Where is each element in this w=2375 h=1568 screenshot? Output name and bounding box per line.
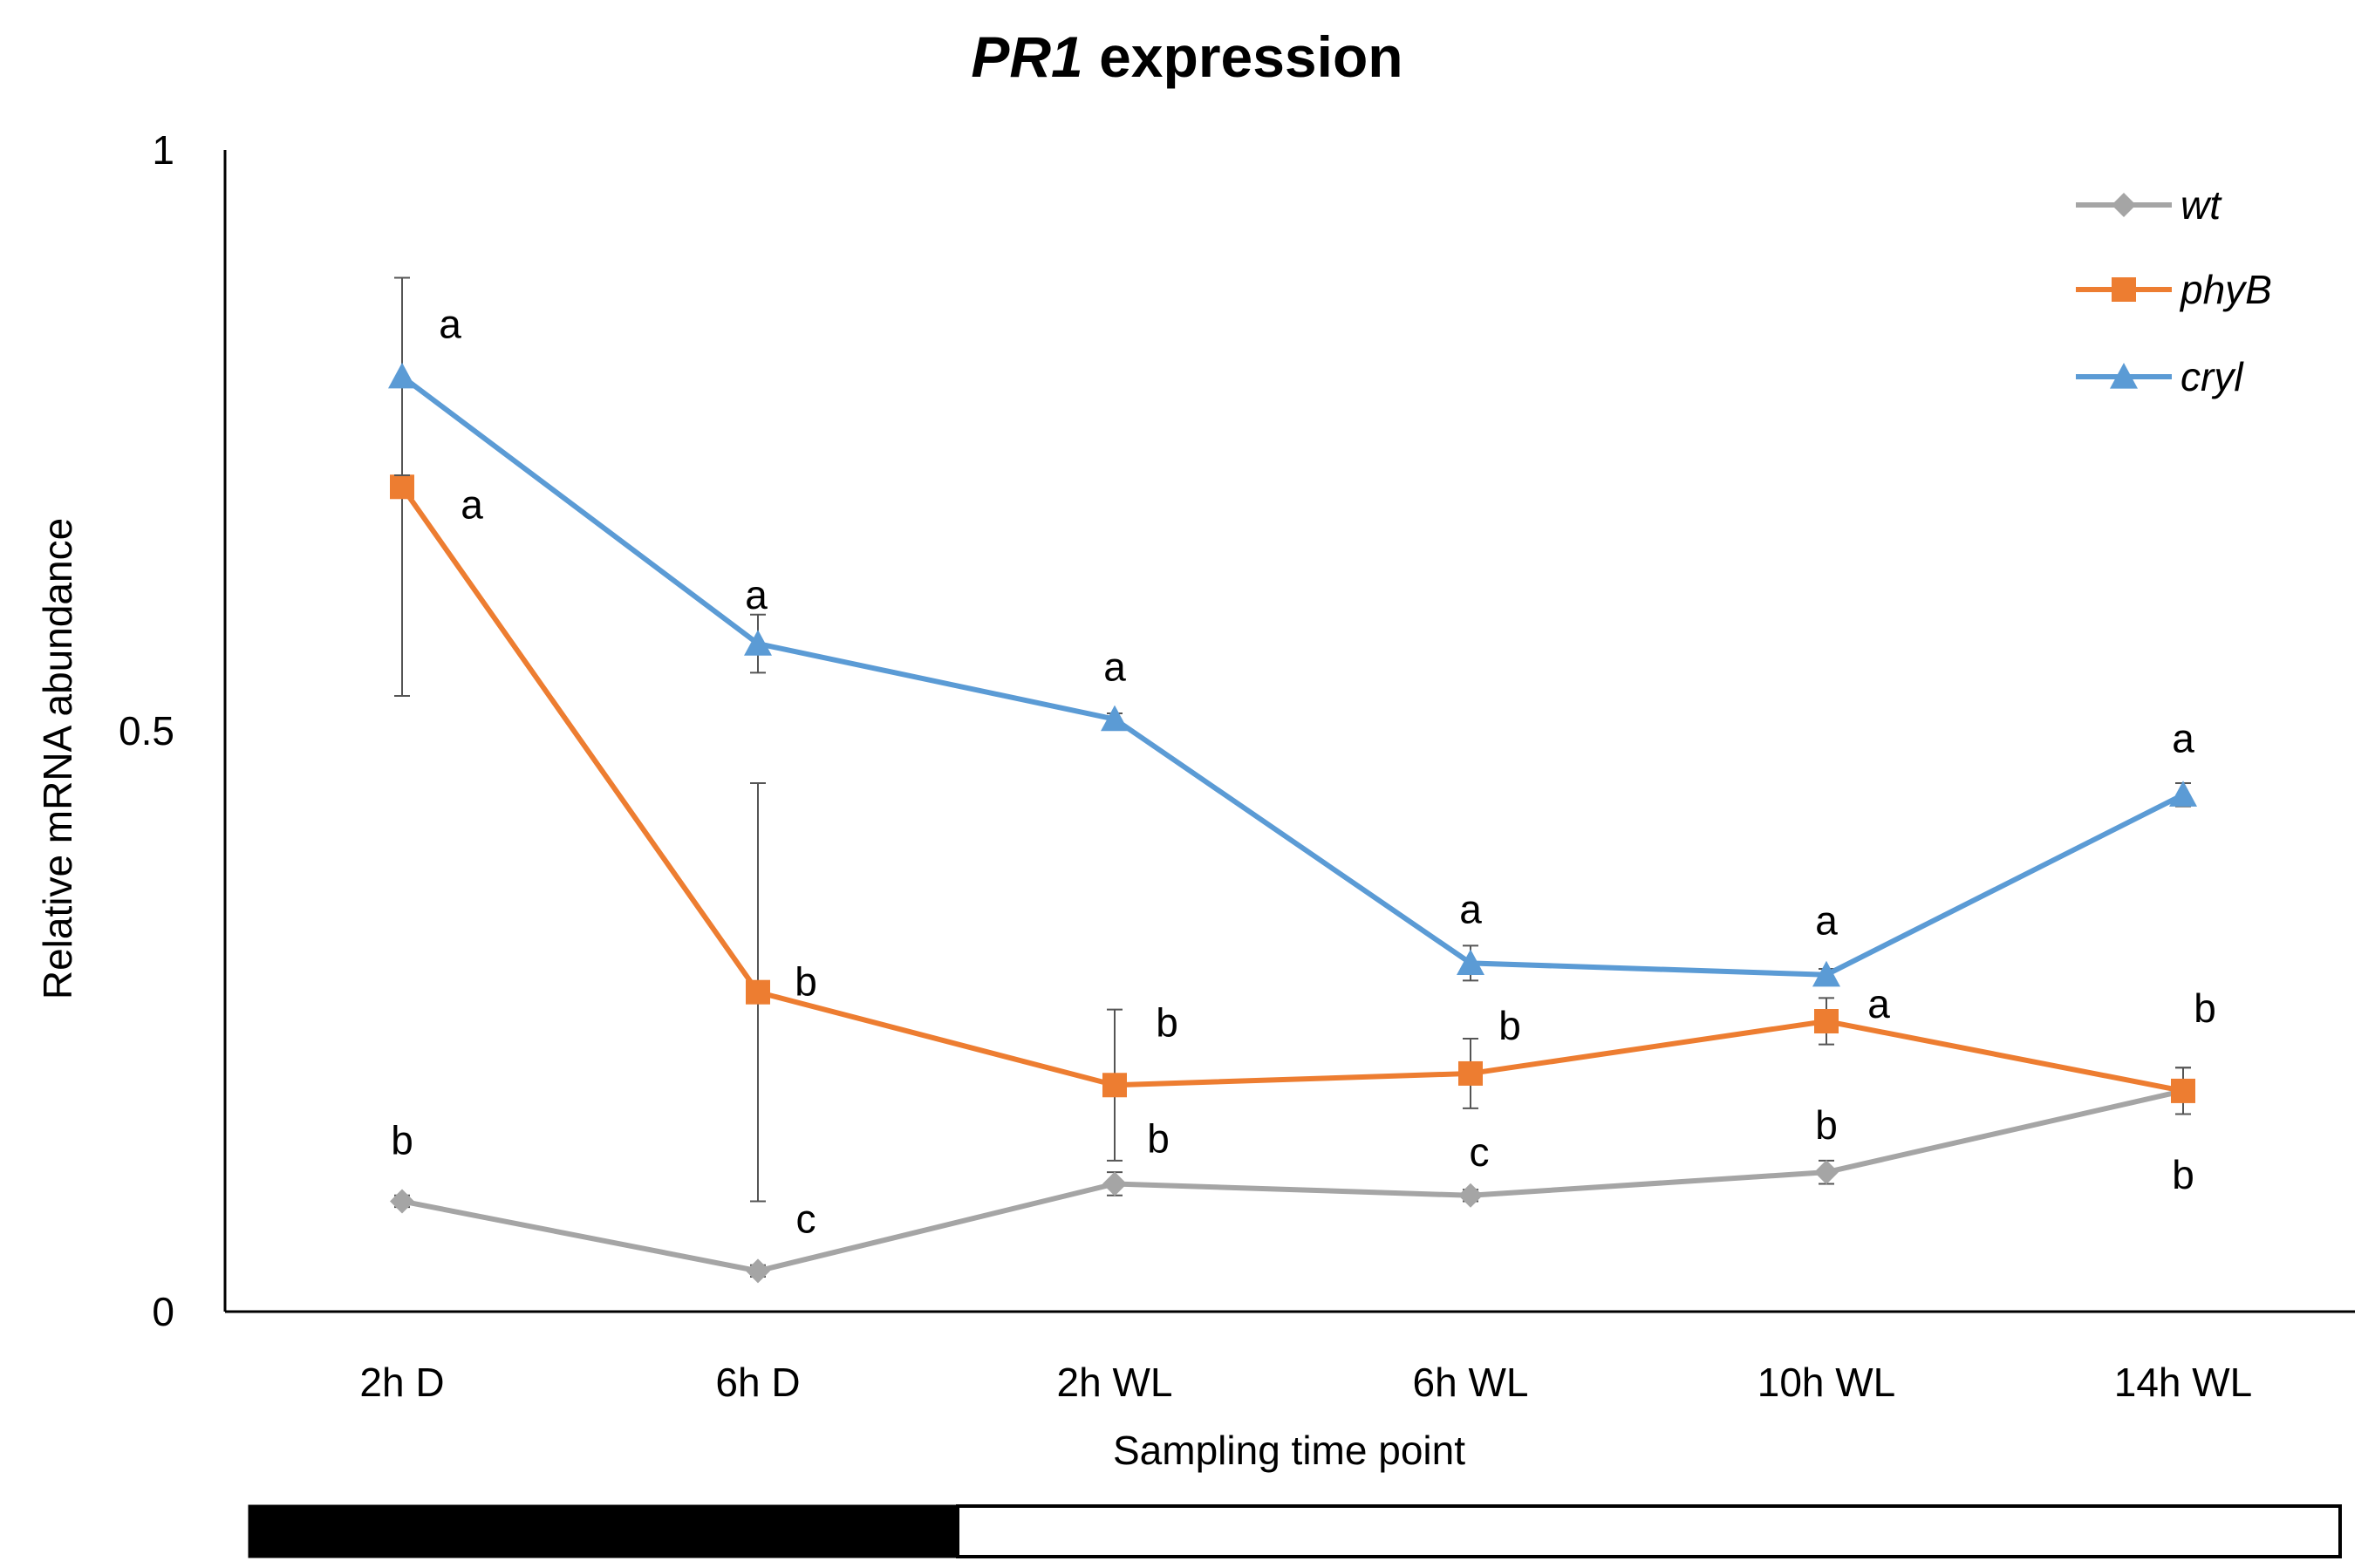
series-line — [399, 485, 2184, 1094]
legend-label: wt — [2180, 182, 2222, 228]
significance-letter: a — [461, 481, 483, 527]
data-point-square — [2171, 1078, 2195, 1103]
significance-letter: a — [1815, 898, 1838, 944]
significance-letter: a — [439, 302, 461, 347]
data-point-square — [390, 474, 414, 500]
data-point-diamond — [1102, 1171, 1127, 1196]
x-tick-label: 6h WL — [1413, 1360, 1529, 1405]
x-tick-label: 6h D — [715, 1360, 800, 1405]
light-dark-bar — [248, 1504, 2342, 1558]
data-point-square — [746, 979, 770, 1005]
significance-letter: a — [745, 572, 768, 617]
significance-letter: c — [1470, 1129, 1490, 1175]
dark-period-bar — [248, 1504, 959, 1558]
data-point-diamond — [746, 1258, 770, 1284]
x-tick-label: 2h WL — [1057, 1360, 1173, 1405]
data-point-square — [1458, 1060, 1483, 1086]
significance-letter: b — [1156, 999, 1178, 1045]
significance-letter: b — [1815, 1102, 1838, 1148]
data-point-diamond — [2112, 193, 2136, 217]
significance-letter: b — [2172, 1152, 2194, 1197]
significance-letter: a — [2172, 715, 2194, 760]
data-point-triangle — [744, 630, 772, 656]
legend-item-phyB: phyB — [2076, 267, 2272, 312]
data-point-triangle — [2110, 363, 2138, 389]
chart-title-gene: PR1 — [971, 24, 1082, 89]
data-point-diamond — [1814, 1160, 1839, 1185]
series-line — [401, 1087, 2184, 1274]
data-point-triangle — [1101, 705, 1129, 732]
y-tick-label: 1 — [152, 127, 174, 173]
light-period-bar — [956, 1504, 2342, 1558]
significance-letter: a — [1867, 981, 1890, 1026]
significance-letter: b — [391, 1117, 413, 1162]
chart-title-rest: expression — [1083, 24, 1403, 89]
y-tick-label: 0 — [152, 1289, 174, 1334]
legend: wt phyB cryl — [2076, 182, 2272, 399]
legend-label: phyB — [2179, 267, 2272, 312]
series-cryl — [388, 276, 2197, 987]
series-wt — [390, 1067, 2195, 1284]
significance-letter: a — [1103, 644, 1126, 690]
legend-item-wt: wt — [2076, 182, 2222, 228]
data-point-diamond — [390, 1189, 414, 1214]
significance-letter: c — [796, 1196, 816, 1241]
data-point-square — [1102, 1073, 1127, 1098]
significance-letter: a — [1459, 886, 1482, 931]
legend-label: cryl — [2180, 354, 2244, 399]
y-axis-label: Relative mRNA abundance — [35, 518, 80, 999]
significance-letter: b — [2194, 985, 2216, 1031]
significance-letter: b — [795, 959, 817, 1005]
x-tick-label: 10h WL — [1757, 1360, 1896, 1405]
x-tick-labels: 2h D 6h D 2h WL 6h WL 10h WL 14h WL — [359, 1360, 2252, 1405]
x-axis-label: Sampling time point — [1113, 1428, 1465, 1473]
data-point-triangle — [2169, 781, 2197, 807]
data-point-square — [1814, 1009, 1839, 1033]
data-point-triangle — [1812, 960, 1840, 987]
data-point-triangle — [1457, 949, 1484, 975]
y-tick-labels: 00.51 — [119, 127, 174, 1334]
significance-letter: b — [1498, 1003, 1521, 1048]
data-point-diamond — [1458, 1183, 1483, 1208]
data-point-square — [2112, 277, 2136, 302]
legend-item-cryl: cryl — [2076, 354, 2244, 399]
significance-letter: b — [1147, 1115, 1170, 1161]
series-layer — [388, 276, 2197, 1284]
y-tick-label: 0.5 — [119, 708, 174, 753]
data-point-triangle — [388, 362, 416, 389]
x-tick-label: 14h WL — [2114, 1360, 2253, 1405]
x-tick-label: 2h D — [359, 1360, 444, 1405]
series-line — [400, 374, 2185, 978]
series-phyB — [390, 276, 2195, 1203]
chart-title: PR1 expression — [971, 24, 1402, 89]
